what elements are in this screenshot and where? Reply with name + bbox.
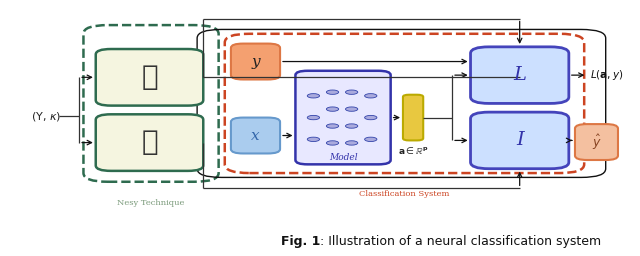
Text: Nesy Technique: Nesy Technique (117, 199, 185, 207)
FancyBboxPatch shape (470, 47, 569, 103)
Text: Model: Model (329, 153, 357, 162)
Text: (Y, $\kappa$): (Y, $\kappa$) (31, 110, 61, 123)
Circle shape (365, 115, 377, 120)
FancyBboxPatch shape (470, 112, 569, 169)
Circle shape (365, 94, 377, 98)
Circle shape (346, 124, 358, 128)
FancyBboxPatch shape (96, 49, 204, 105)
FancyBboxPatch shape (231, 118, 280, 153)
Circle shape (326, 141, 339, 145)
Text: y: y (251, 55, 260, 69)
Circle shape (326, 107, 339, 111)
Text: : Illustration of a neural classification system: : Illustration of a neural classificatio… (320, 235, 601, 248)
FancyBboxPatch shape (296, 71, 390, 164)
Circle shape (346, 141, 358, 145)
FancyBboxPatch shape (575, 124, 618, 160)
Circle shape (365, 137, 377, 142)
Text: Classification System: Classification System (359, 190, 450, 198)
Text: Fig. 1: Fig. 1 (280, 235, 320, 248)
Circle shape (346, 107, 358, 111)
FancyBboxPatch shape (403, 95, 423, 140)
Circle shape (307, 137, 319, 142)
Text: $L(\mathbf{a}, y)$: $L(\mathbf{a}, y)$ (590, 68, 624, 82)
Text: $\hat{y}$: $\hat{y}$ (591, 133, 602, 152)
Text: x: x (251, 129, 260, 143)
FancyBboxPatch shape (231, 44, 280, 79)
Text: ℒ: ℒ (141, 64, 158, 91)
Text: $\mathbf{a} \in \mathbb{R}^{\mathbf{p}}$: $\mathbf{a} \in \mathbb{R}^{\mathbf{p}}$ (398, 145, 428, 156)
Circle shape (307, 94, 319, 98)
Circle shape (326, 124, 339, 128)
Circle shape (346, 90, 358, 94)
Text: ℑ: ℑ (141, 129, 158, 156)
FancyBboxPatch shape (96, 114, 204, 171)
Circle shape (326, 90, 339, 94)
Text: I: I (516, 131, 524, 150)
Circle shape (307, 115, 319, 120)
Text: L: L (513, 66, 526, 84)
